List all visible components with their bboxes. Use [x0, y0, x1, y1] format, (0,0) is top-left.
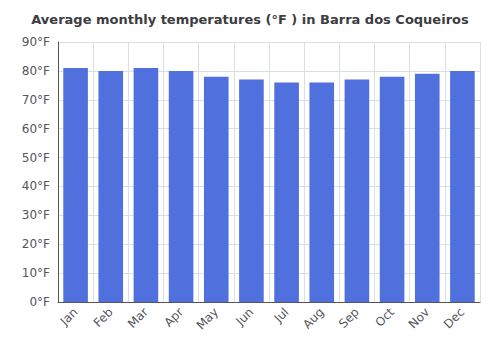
svg-text:May: May: [194, 305, 221, 332]
svg-text:Apr: Apr: [161, 305, 186, 330]
svg-text:10°F: 10°F: [22, 266, 50, 280]
svg-text:Dec: Dec: [441, 305, 467, 331]
svg-text:Feb: Feb: [91, 305, 116, 330]
svg-text:Sep: Sep: [336, 305, 362, 331]
svg-text:Aug: Aug: [300, 305, 326, 331]
svg-text:Mar: Mar: [125, 305, 151, 331]
svg-text:30°F: 30°F: [22, 208, 50, 222]
svg-text:40°F: 40°F: [22, 179, 50, 193]
svg-text:80°F: 80°F: [22, 64, 50, 78]
svg-text:Jun: Jun: [233, 305, 257, 329]
svg-text:70°F: 70°F: [22, 93, 50, 107]
svg-text:0°F: 0°F: [29, 295, 50, 309]
svg-text:50°F: 50°F: [22, 151, 50, 165]
svg-text:Oct: Oct: [372, 305, 397, 330]
svg-text:Average monthly temperatures (: Average monthly temperatures (°F ) in Ba…: [31, 12, 469, 27]
svg-text:60°F: 60°F: [22, 122, 50, 136]
svg-text:90°F: 90°F: [22, 35, 50, 49]
svg-text:20°F: 20°F: [22, 237, 50, 251]
svg-text:Jul: Jul: [271, 305, 292, 326]
svg-text:Jan: Jan: [57, 305, 81, 329]
svg-text:Nov: Nov: [406, 305, 432, 331]
